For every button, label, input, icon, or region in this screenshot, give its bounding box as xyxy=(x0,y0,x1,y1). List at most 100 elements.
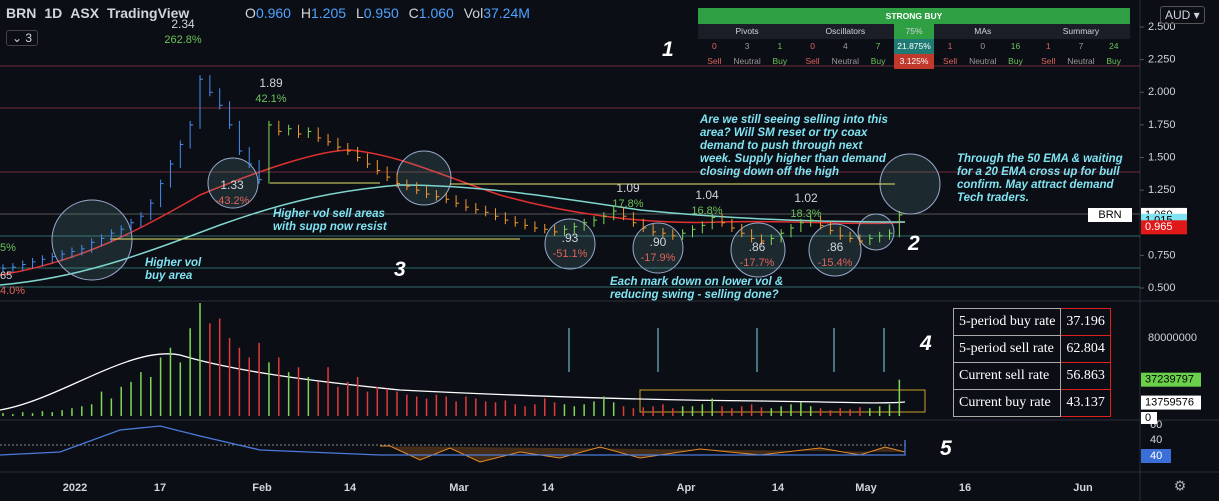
stats-row: 5-period buy rate 37.196 xyxy=(952,308,1111,336)
note: Are we still seeing selling into this ar… xyxy=(700,114,888,178)
ohlc-value: 1.205 xyxy=(311,5,347,21)
mark-change: -43.2% xyxy=(215,195,250,207)
count-label: Sell xyxy=(942,56,958,66)
x-tick-label: 14 xyxy=(344,482,357,494)
ohlc-label: Vol xyxy=(463,5,484,21)
osc-sell: 3.125% xyxy=(894,54,934,69)
ohlc-value: 1.060 xyxy=(418,5,454,21)
edge-label: 4.0% xyxy=(0,285,25,297)
x-tick-label: May xyxy=(855,482,877,494)
group-name: Summary xyxy=(1062,26,1100,36)
highlight-circle xyxy=(632,222,684,274)
osc-tick: 40 xyxy=(1150,434,1162,446)
arrows xyxy=(110,182,895,240)
count: 0 xyxy=(980,41,986,51)
volume-bars xyxy=(2,303,901,416)
y-tick-label: 0.500 xyxy=(1148,282,1176,294)
stats-label: Current buy rate xyxy=(952,389,1062,417)
stats-row: Current buy rate 43.137 xyxy=(952,389,1111,417)
stats-value: 62.804 xyxy=(1060,335,1111,363)
volume-tag xyxy=(1141,372,1201,387)
mark-price: .90 xyxy=(650,235,667,249)
osc-line xyxy=(0,425,906,456)
mark-change: 16.8% xyxy=(691,205,722,217)
symbol-tag: BRN xyxy=(1098,209,1121,221)
count-label: Buy xyxy=(870,56,886,66)
ohlc-label: L xyxy=(355,5,364,21)
y-tick-label: 2.000 xyxy=(1148,86,1176,98)
stats-label: 5-period sell rate xyxy=(952,335,1062,363)
currency-button[interactable]: AUD ▾ xyxy=(1160,6,1205,24)
highlight-circle xyxy=(207,157,259,209)
mark-price: .86 xyxy=(827,240,844,254)
stats-label: Current sell rate xyxy=(952,362,1062,390)
settings-icon[interactable]: ⚙ xyxy=(1174,478,1187,494)
note: Through the 50 EMA & waiting for a 20 EM… xyxy=(957,153,1123,204)
stats-value: 56.863 xyxy=(1060,362,1111,390)
marker-number: 4 xyxy=(920,332,932,355)
marker-number: 1 xyxy=(662,38,674,61)
highlight-circle xyxy=(857,213,895,251)
count-label: Neutral xyxy=(1067,56,1095,66)
marker-number: 2 xyxy=(908,232,920,255)
count-label: Buy xyxy=(772,56,788,66)
x-tick-label: 16 xyxy=(959,482,971,494)
x-tick-label: 17 xyxy=(154,482,166,494)
mark-price: 1.89 xyxy=(259,76,283,90)
count: 3 xyxy=(744,41,750,51)
header: BRN 1D ASX TradingView O0.960 H1.205 L0.950… xyxy=(6,5,536,21)
y-tick-label: 80000000 xyxy=(1148,332,1197,344)
ohlc-value: 0.960 xyxy=(255,5,291,21)
marker-number: 5 xyxy=(940,437,952,460)
ohlc-label: H xyxy=(300,5,311,21)
box xyxy=(639,389,926,413)
note: Higher vol buy area xyxy=(145,257,202,282)
group-name: Pivots xyxy=(735,26,759,36)
source: TradingView xyxy=(107,5,190,21)
mark-price: 1.09 xyxy=(616,181,640,195)
count-label: Neutral xyxy=(831,56,859,66)
note: Higher vol sell areas with supp now resi… xyxy=(273,208,387,233)
hlines xyxy=(0,65,1140,288)
mark-change: -17.9% xyxy=(641,252,676,264)
mark-price: 1.02 xyxy=(794,191,818,205)
y-tick-label: 1.500 xyxy=(1148,151,1176,163)
symbol: BRN xyxy=(6,5,37,21)
down-arrows xyxy=(568,328,885,372)
stats-value: 37.196 xyxy=(1060,308,1111,336)
collapse-button[interactable]: ⌄ 3 xyxy=(6,30,39,46)
currency: AUD xyxy=(1165,8,1191,22)
stats-value: 43.137 xyxy=(1060,389,1111,417)
interval: 1D xyxy=(44,5,63,21)
count: 1 xyxy=(1045,41,1051,51)
stats-label: 5-period buy rate xyxy=(952,308,1062,336)
count: 3 xyxy=(25,31,33,45)
exchange: ASX xyxy=(70,5,100,21)
x-tick-label: Apr xyxy=(677,482,697,494)
ohlc-value: 0.950 xyxy=(363,5,399,21)
ohlc-label: O xyxy=(245,5,256,21)
highlight-circle xyxy=(396,150,452,206)
price-tag-label: 0.965 xyxy=(1145,221,1173,233)
osc-tag-label: 0 xyxy=(1145,412,1151,424)
mark-change: 42.1% xyxy=(255,93,286,105)
y-tick-label: 2.250 xyxy=(1148,54,1176,66)
ohlc-label: C xyxy=(408,5,419,21)
marker-number: 3 xyxy=(394,258,406,281)
edge-label: 65 xyxy=(0,270,12,282)
count-label: Buy xyxy=(1008,56,1023,66)
mark-price: 2.34 xyxy=(171,17,195,31)
osc-line xyxy=(380,445,906,463)
volume-tag-label: 37239797 xyxy=(1145,374,1194,386)
count: 7 xyxy=(1078,41,1084,51)
group-name: MAs xyxy=(974,26,992,36)
x-tick-label: 14 xyxy=(542,482,555,494)
ohlc-value: 37.24M xyxy=(483,5,530,21)
x-tick-label: 2022 xyxy=(63,482,87,494)
mark-price: .86 xyxy=(749,240,766,254)
ema20-line xyxy=(0,149,906,276)
gauge: 75% xyxy=(894,24,934,39)
osc-buy: 21.875% xyxy=(894,39,934,54)
